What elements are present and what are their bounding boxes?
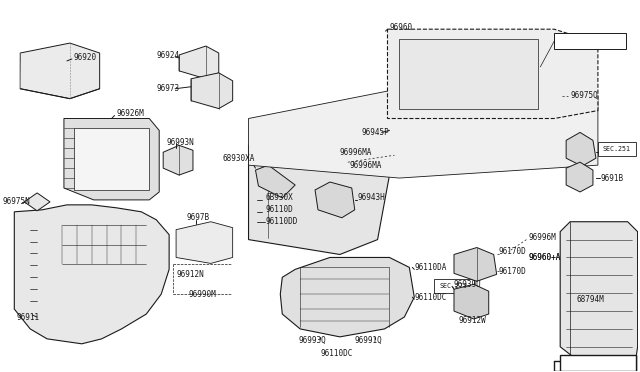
Text: 9691B: 9691B — [601, 174, 624, 183]
Text: 68794M: 68794M — [576, 295, 604, 304]
Text: 96960+A: 96960+A — [529, 253, 561, 262]
Text: 6B930X: 6B930X — [266, 193, 293, 202]
Text: 96110D: 96110D — [266, 205, 293, 214]
Text: 96991Q: 96991Q — [355, 336, 383, 345]
Polygon shape — [179, 46, 219, 79]
Bar — [560, 355, 636, 371]
Ellipse shape — [475, 63, 502, 85]
Bar — [434, 279, 474, 293]
Polygon shape — [315, 182, 355, 218]
Ellipse shape — [482, 68, 495, 79]
Text: 68930XA: 68930XA — [223, 154, 255, 163]
Text: 96993N: 96993N — [166, 138, 194, 147]
Text: 96996MA: 96996MA — [350, 161, 382, 170]
Text: 96960+A: 96960+A — [529, 253, 561, 262]
Ellipse shape — [254, 198, 259, 201]
Bar — [554, 33, 626, 49]
Polygon shape — [454, 247, 497, 281]
Text: 96960: 96960 — [390, 23, 413, 32]
Text: NOT FOR SALE: NOT FOR SALE — [566, 38, 614, 44]
Text: 96943H: 96943H — [358, 193, 385, 202]
Bar — [598, 142, 636, 156]
Text: 96912N: 96912N — [176, 270, 204, 279]
Polygon shape — [163, 145, 193, 175]
Text: 96996M: 96996M — [529, 233, 556, 242]
Text: 96939U: 96939U — [454, 280, 482, 289]
Text: 96975N: 96975N — [3, 198, 30, 206]
Polygon shape — [255, 165, 295, 198]
Polygon shape — [24, 193, 50, 211]
Polygon shape — [637, 250, 640, 274]
Polygon shape — [454, 284, 489, 319]
Text: SEC.251: SEC.251 — [603, 146, 631, 152]
Ellipse shape — [464, 41, 470, 45]
Polygon shape — [248, 89, 598, 178]
Ellipse shape — [547, 90, 566, 102]
Text: 96945P: 96945P — [362, 128, 389, 137]
Text: 96170D: 96170D — [499, 267, 527, 276]
Text: 96926M: 96926M — [116, 109, 144, 118]
Text: 96975Q: 96975Q — [570, 91, 598, 100]
Text: 96973: 96973 — [156, 84, 179, 93]
Text: 96110DC: 96110DC — [320, 349, 353, 358]
Text: 96996MA: 96996MA — [340, 148, 372, 157]
Text: 96993Q: 96993Q — [298, 336, 326, 345]
Bar — [399, 39, 538, 109]
Ellipse shape — [452, 41, 458, 45]
Polygon shape — [566, 162, 593, 192]
Text: 96110DD: 96110DD — [266, 217, 298, 226]
Text: 96920: 96920 — [74, 54, 97, 62]
Text: 96110DC: 96110DC — [414, 293, 447, 302]
Ellipse shape — [518, 59, 540, 79]
Polygon shape — [176, 222, 233, 263]
Polygon shape — [20, 43, 100, 99]
Polygon shape — [248, 125, 394, 254]
Text: 96924: 96924 — [156, 51, 179, 61]
Text: SEC.273: SEC.273 — [440, 283, 468, 289]
Text: 96912W: 96912W — [459, 317, 486, 326]
Polygon shape — [74, 128, 149, 190]
Text: 96911: 96911 — [16, 312, 40, 321]
Ellipse shape — [416, 41, 422, 45]
Polygon shape — [560, 222, 637, 361]
Ellipse shape — [476, 41, 482, 45]
Polygon shape — [64, 119, 159, 200]
Text: 96990M: 96990M — [189, 290, 217, 299]
Polygon shape — [280, 257, 414, 337]
Text: 96170D: 96170D — [499, 247, 527, 256]
Polygon shape — [566, 132, 596, 166]
Ellipse shape — [440, 41, 446, 45]
Polygon shape — [14, 205, 169, 344]
Text: 96110DA: 96110DA — [414, 263, 447, 272]
Text: R969004D: R969004D — [577, 358, 620, 367]
Polygon shape — [191, 73, 233, 109]
Text: 9697B: 9697B — [186, 213, 209, 222]
Ellipse shape — [428, 41, 434, 45]
Ellipse shape — [404, 41, 410, 45]
Polygon shape — [387, 29, 598, 119]
